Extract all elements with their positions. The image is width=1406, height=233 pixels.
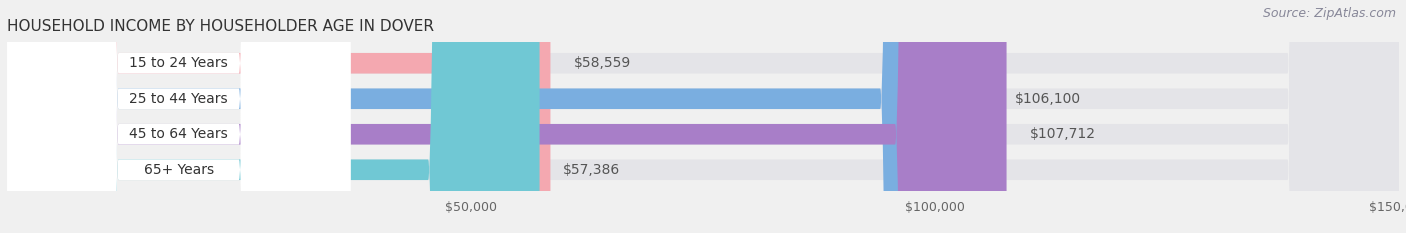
FancyBboxPatch shape: [7, 0, 1007, 233]
FancyBboxPatch shape: [7, 0, 1399, 233]
FancyBboxPatch shape: [7, 0, 1399, 233]
FancyBboxPatch shape: [7, 0, 550, 233]
FancyBboxPatch shape: [7, 0, 350, 233]
Text: $107,712: $107,712: [1029, 127, 1095, 141]
Text: 65+ Years: 65+ Years: [143, 163, 214, 177]
FancyBboxPatch shape: [7, 0, 540, 233]
Text: $57,386: $57,386: [562, 163, 620, 177]
FancyBboxPatch shape: [7, 0, 1399, 233]
Text: 45 to 64 Years: 45 to 64 Years: [129, 127, 228, 141]
Text: 25 to 44 Years: 25 to 44 Years: [129, 92, 228, 106]
Text: 15 to 24 Years: 15 to 24 Years: [129, 56, 228, 70]
Text: HOUSEHOLD INCOME BY HOUSEHOLDER AGE IN DOVER: HOUSEHOLD INCOME BY HOUSEHOLDER AGE IN D…: [7, 19, 434, 34]
FancyBboxPatch shape: [7, 0, 1399, 233]
FancyBboxPatch shape: [7, 0, 350, 233]
Text: Source: ZipAtlas.com: Source: ZipAtlas.com: [1263, 7, 1396, 20]
FancyBboxPatch shape: [7, 0, 991, 233]
FancyBboxPatch shape: [7, 0, 350, 233]
Text: $58,559: $58,559: [574, 56, 631, 70]
Text: $106,100: $106,100: [1015, 92, 1081, 106]
FancyBboxPatch shape: [7, 0, 350, 233]
